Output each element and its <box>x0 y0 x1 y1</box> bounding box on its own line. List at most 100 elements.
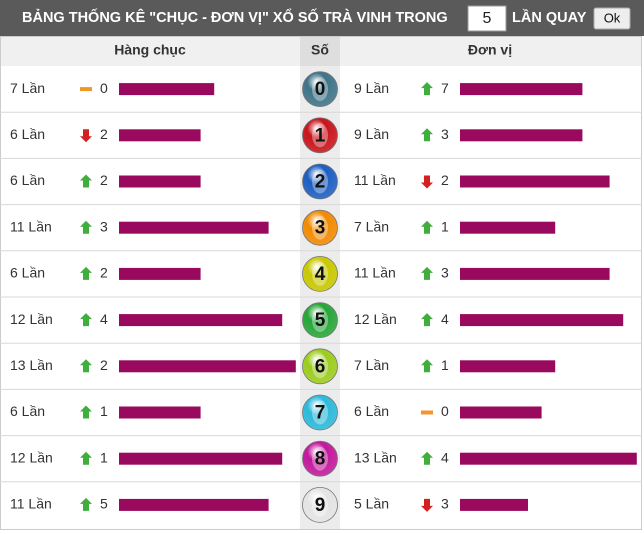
count-label: 11 Lần <box>10 218 52 234</box>
ball-digit: 3 <box>315 218 326 239</box>
change-value: 4 <box>100 311 108 327</box>
ball-face <box>312 77 328 102</box>
count-bar <box>119 360 296 373</box>
change-value: 2 <box>100 172 108 188</box>
change-value: 1 <box>100 403 108 419</box>
ok-button-label[interactable]: Ok <box>604 10 621 25</box>
ball-face <box>312 123 328 148</box>
table-border <box>0 36 642 530</box>
count-bar <box>460 129 583 142</box>
ball-face <box>312 446 328 471</box>
trend-down-icon <box>80 129 92 143</box>
column-header: Đơn vị <box>468 42 512 58</box>
count-label: 6 Lần <box>10 403 45 419</box>
number-ball <box>302 255 338 292</box>
ball-face <box>312 215 328 240</box>
count-label: 5 Lần <box>354 496 389 512</box>
trend-up-icon <box>80 220 92 234</box>
count-label: 7 Lần <box>354 357 389 373</box>
count-label: 12 Lần <box>10 311 53 327</box>
number-ball <box>302 302 338 339</box>
change-value: 7 <box>441 80 449 96</box>
trend-up-icon <box>80 405 92 419</box>
ball-face <box>312 400 328 425</box>
count-bar <box>119 129 201 142</box>
trend-up-icon <box>80 497 92 511</box>
change-value: 3 <box>441 126 449 142</box>
header-title: BẢNG THỐNG KÊ "CHỤC - ĐƠN VỊ" XỔ SỐ TRÀ … <box>22 8 448 26</box>
change-value: 2 <box>100 265 108 281</box>
change-value: 2 <box>100 126 108 142</box>
count-bar <box>119 267 201 280</box>
count-bar <box>460 83 583 96</box>
trend-down-icon <box>421 175 433 189</box>
ball-face <box>312 308 328 333</box>
trend-up-icon <box>421 220 433 234</box>
trend-up-icon <box>421 128 433 142</box>
ball-digit: 5 <box>315 310 326 331</box>
count-bar <box>119 175 201 188</box>
trend-up-icon <box>421 313 433 327</box>
ok-button[interactable] <box>593 7 631 30</box>
count-bar <box>460 221 556 234</box>
count-label: 12 Lần <box>354 311 397 327</box>
count-bar <box>460 267 610 280</box>
count-bar <box>460 452 637 465</box>
change-value: 0 <box>441 403 449 419</box>
count-label: 11 Lần <box>10 496 52 512</box>
count-label: 9 Lần <box>354 80 389 96</box>
trend-up-icon <box>80 174 92 188</box>
count-input[interactable] <box>467 5 507 32</box>
ball-digit: 7 <box>315 403 326 424</box>
count-label: 11 Lần <box>354 172 396 188</box>
column-header: Hàng chục <box>114 42 186 58</box>
trend-up-icon <box>80 451 92 465</box>
count-label: 7 Lần <box>354 218 389 234</box>
number-ball <box>302 348 338 385</box>
change-value: 3 <box>100 218 108 234</box>
count-bar <box>119 452 283 465</box>
ball-digit: 2 <box>315 172 326 193</box>
count-bar <box>119 314 283 327</box>
trend-up-icon <box>80 266 92 280</box>
count-label: 13 Lần <box>354 449 397 465</box>
trend-up-icon <box>421 451 433 465</box>
count-bar <box>460 498 528 511</box>
trend-up-icon <box>421 82 433 96</box>
change-value: 4 <box>441 449 449 465</box>
ball-digit: 8 <box>315 449 326 470</box>
count-label: 7 Lần <box>10 80 45 96</box>
change-value: 3 <box>441 265 449 281</box>
ball-face <box>312 169 328 194</box>
ball-face <box>312 354 328 379</box>
number-ball <box>302 71 338 107</box>
change-value: 4 <box>441 311 449 327</box>
change-value: 3 <box>441 496 449 512</box>
header-suffix: LẦN QUAY <box>512 9 587 26</box>
change-value: 1 <box>441 218 449 234</box>
number-ball <box>302 486 338 523</box>
count-input-value[interactable]: 5 <box>483 10 492 27</box>
number-ball <box>302 117 338 154</box>
count-label: 6 Lần <box>10 172 45 188</box>
number-ball <box>302 440 338 477</box>
count-bar <box>119 406 201 419</box>
change-value: 5 <box>100 496 108 512</box>
count-bar <box>460 360 556 373</box>
change-value: 2 <box>441 172 449 188</box>
header-bar <box>0 0 644 36</box>
trend-up-icon <box>80 359 92 373</box>
count-label: 6 Lần <box>354 403 389 419</box>
ball-digit: 0 <box>315 79 326 100</box>
digit-header-cell <box>300 36 340 66</box>
count-bar <box>119 498 269 511</box>
change-value: 2 <box>100 357 108 373</box>
trend-flat-icon <box>421 410 433 415</box>
ball-digit: 6 <box>315 356 326 377</box>
trend-down-icon <box>421 498 433 512</box>
count-bar <box>119 83 215 96</box>
count-label: 12 Lần <box>10 449 53 465</box>
ball-digit: 4 <box>315 264 326 285</box>
count-label: 6 Lần <box>10 265 45 281</box>
change-value: 1 <box>441 357 449 373</box>
